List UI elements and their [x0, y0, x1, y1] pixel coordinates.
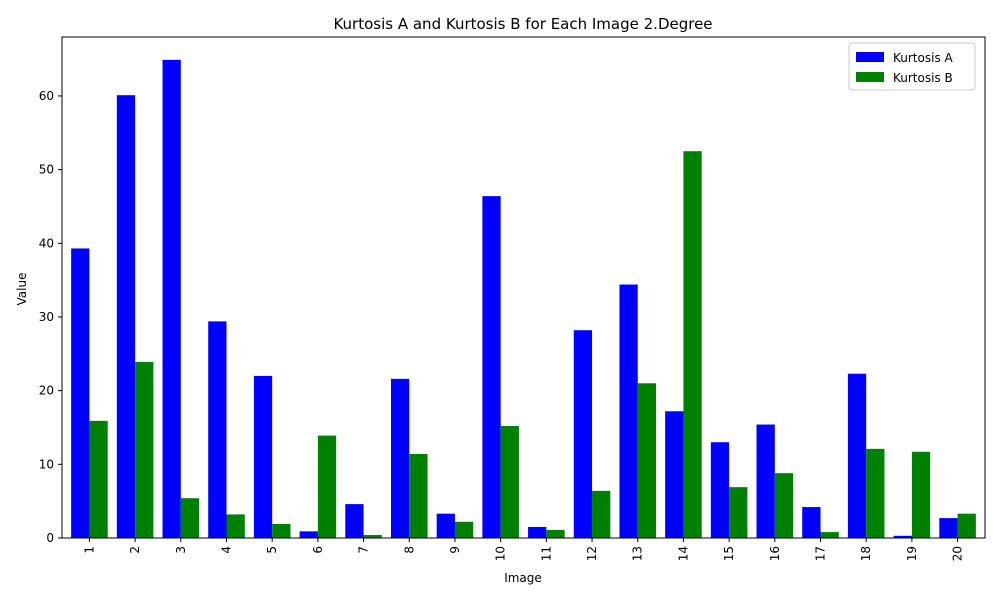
bar-kurtosis-b-12 [592, 490, 611, 538]
plot-area [71, 59, 976, 539]
y-tick-label: 10 [39, 457, 54, 471]
bar-kurtosis-b-7 [363, 535, 382, 538]
bar-kurtosis-b-14 [683, 151, 702, 538]
bar-kurtosis-a-5 [253, 375, 273, 538]
bar-kurtosis-b-19 [911, 451, 931, 538]
x-tick-label: 1 [82, 546, 96, 554]
legend-label-kurtosis-b: Kurtosis B [893, 71, 953, 85]
bar-kurtosis-a-9 [436, 513, 455, 538]
y-tick-label: 30 [39, 310, 54, 324]
x-tick-label: 13 [631, 546, 645, 561]
bar-kurtosis-a-3 [162, 59, 181, 539]
bar-kurtosis-b-15 [729, 487, 748, 538]
x-tick-label: 2 [128, 546, 142, 554]
bar-kurtosis-b-4 [226, 514, 245, 538]
plot-frame [61, 36, 986, 539]
bar-kurtosis-a-19 [893, 535, 912, 538]
x-tick-label: 3 [174, 546, 188, 554]
bar-kurtosis-b-2 [135, 361, 154, 538]
x-tick-label: 8 [402, 546, 416, 554]
bar-kurtosis-a-10 [482, 196, 501, 538]
x-axis-label: Image [504, 571, 542, 585]
x-tick-label: 17 [814, 546, 828, 561]
bar-kurtosis-a-4 [208, 321, 227, 538]
x-tick-label: 19 [905, 546, 919, 561]
y-axis-label: Value [15, 273, 29, 306]
chart-title: Kurtosis A and Kurtosis B for Each Image… [333, 15, 712, 33]
x-tick-label: 10 [494, 546, 508, 561]
bar-kurtosis-b-6 [317, 435, 337, 538]
bar-kurtosis-a-2 [116, 95, 136, 538]
bar-kurtosis-b-18 [866, 448, 885, 538]
x-tick-label: 6 [311, 546, 325, 554]
x-tick-label: 4 [220, 546, 234, 554]
bar-kurtosis-b-9 [454, 521, 474, 538]
bar-kurtosis-a-18 [847, 373, 867, 538]
legend-label-kurtosis-a: Kurtosis A [893, 51, 954, 65]
bar-kurtosis-a-8 [390, 378, 410, 538]
y-tick-label: 60 [39, 89, 54, 103]
x-tick-label: 16 [768, 546, 782, 561]
x-tick-label: 14 [676, 546, 690, 561]
x-tick-label: 11 [539, 546, 553, 561]
bar-kurtosis-a-13 [619, 284, 638, 538]
bar-kurtosis-b-8 [409, 454, 428, 538]
bar-kurtosis-a-1 [71, 248, 90, 538]
bar-kurtosis-a-12 [573, 330, 593, 538]
bar-kurtosis-b-17 [820, 532, 839, 538]
x-tick-label: 12 [585, 546, 599, 561]
bar-kurtosis-b-20 [957, 513, 976, 538]
bar-kurtosis-b-5 [272, 524, 291, 538]
bar-kurtosis-a-17 [802, 507, 821, 538]
x-tick-label: 15 [722, 546, 736, 561]
bar-kurtosis-a-16 [756, 424, 775, 538]
bar-kurtosis-b-11 [546, 529, 565, 538]
bar-kurtosis-a-20 [939, 518, 958, 538]
x-tick-label: 20 [951, 546, 965, 561]
y-tick-label: 0 [46, 531, 54, 545]
legend-swatch-kurtosis-b [856, 72, 884, 82]
legend: Kurtosis A Kurtosis B [848, 42, 976, 91]
bar-kurtosis-a-7 [345, 504, 364, 538]
bar-kurtosis-b-13 [637, 383, 657, 538]
bar-kurtosis-b-16 [774, 473, 794, 538]
legend-swatch-kurtosis-a [856, 52, 884, 62]
y-tick-label: 50 [39, 163, 54, 177]
x-tick-label: 7 [357, 546, 371, 554]
bar-kurtosis-a-11 [528, 526, 547, 538]
bar-kurtosis-a-6 [299, 531, 318, 538]
bar-kurtosis-b-10 [500, 426, 519, 538]
x-tick-label: 9 [448, 546, 462, 554]
bar-kurtosis-a-15 [710, 442, 730, 538]
x-tick-label: 18 [859, 546, 873, 561]
x-tick-label: 5 [265, 546, 279, 554]
bar-kurtosis-b-1 [89, 420, 108, 538]
bar-kurtosis-b-3 [180, 498, 200, 538]
y-tick-label: 20 [39, 384, 54, 398]
y-tick-label: 40 [39, 236, 54, 250]
bar-kurtosis-a-14 [665, 411, 684, 538]
